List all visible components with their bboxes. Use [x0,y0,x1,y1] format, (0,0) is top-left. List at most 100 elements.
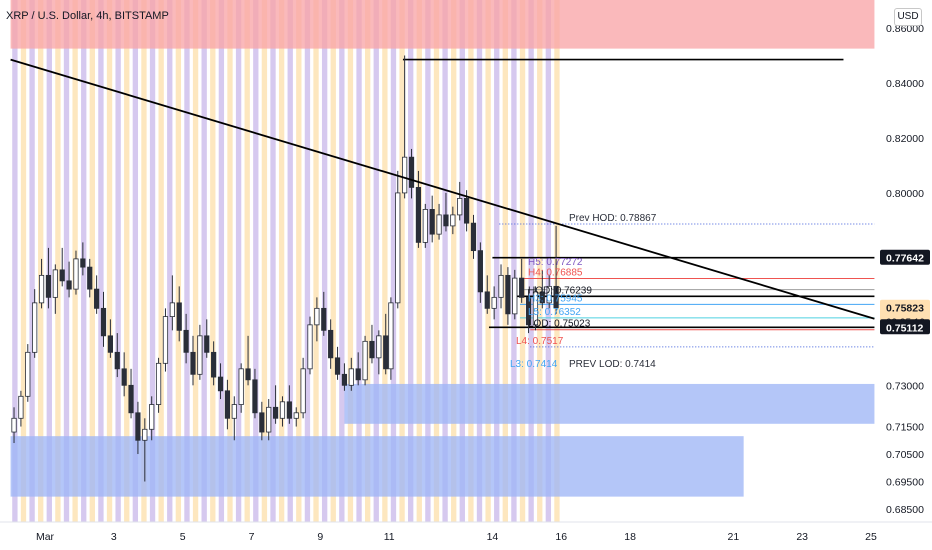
x-tick-label: 11 [384,531,395,543]
session-stripe [287,0,293,522]
candle-body [464,198,470,224]
candle-body [135,412,141,441]
candle-body [519,277,525,298]
session-stripe [106,0,113,522]
candle-body [59,269,65,282]
zone [10,0,875,49]
session-stripe [373,0,379,522]
session-stripe [408,0,414,522]
candle-body [128,384,134,414]
session-stripe [38,0,44,522]
candle-body [341,373,348,386]
level-label: H5: 0.77272 [528,257,583,268]
level-label: H3: 0.75945 [528,293,583,304]
level-label: L5: 0.76352 [528,307,581,318]
x-tick-label: 7 [249,531,255,543]
candle-body [477,250,483,293]
session-stripe [46,0,52,522]
candle-body [87,266,93,290]
candle-body [32,302,38,353]
session-stripe [261,0,268,522]
candle-body [532,291,539,326]
trendline [10,58,875,320]
level-label: HOD: 0.76239 [528,285,592,296]
candle-body [415,187,422,243]
y-tick-label: 0.69500 [886,477,924,489]
level-label: L4: 0.7517 [516,336,564,347]
session-stripe [278,0,285,522]
session-stripe [184,0,190,522]
zone [10,436,744,497]
price-badge [880,249,930,265]
session-stripe [29,0,35,522]
session-stripe [115,0,121,522]
candle-body [443,214,449,227]
y-tick-label: 0.80000 [886,188,924,200]
session-stripe [63,0,70,522]
candle-body [204,335,210,353]
session-stripe [494,0,500,522]
x-tick-label: 16 [555,531,567,543]
candle-body [211,351,217,378]
session-stripe [313,0,319,522]
candle-body [429,209,435,235]
candle-body [395,192,401,304]
x-tick-label: 23 [796,531,808,543]
session-stripe [399,0,405,522]
candle-body [18,395,24,419]
candle-body [505,274,511,315]
candle-body [470,222,477,252]
y-tick-label: 0.70500 [886,449,924,461]
candle-body [259,412,265,433]
session-stripe [459,0,465,522]
level-label: LOD: 0.75023 [528,319,591,330]
candle-body [38,274,45,304]
candle-body [100,307,107,337]
y-tick-label: 0.86000 [886,23,924,35]
session-stripe [502,0,508,522]
candle-body [169,302,175,318]
x-tick-label: 18 [624,531,636,543]
candle-body [362,340,368,381]
session-stripe [304,0,311,522]
y-tick-label: 0.82000 [886,133,924,145]
y-tick-label: 0.73000 [886,380,924,392]
session-stripe [192,0,199,522]
session-stripe [442,0,448,522]
candle-body [457,198,463,216]
session-stripe [158,0,164,522]
candle-body [553,285,559,309]
session-stripe [321,0,328,522]
session-stripe [364,0,371,522]
candle-body [25,351,31,397]
level-label: H4: 0.76885 [528,268,583,279]
session-stripe [132,0,139,522]
x-tick-label: 5 [180,531,186,543]
price-badge-value: 0.77642 [886,253,924,265]
candle-body [314,307,320,326]
candle-body [525,296,532,326]
price-badge-value: 0.75112 [886,322,924,334]
x-tick-label: 21 [727,531,739,543]
session-stripe [296,0,302,522]
candle-body [94,288,100,309]
currency-button[interactable]: USD [894,8,922,26]
candle-body [321,307,327,331]
price-badge-value: 0.75823 [886,303,924,315]
session-stripe [210,0,216,522]
candle-body [224,390,231,419]
candle-body [334,357,341,375]
session-stripe [519,0,526,522]
candle-body [162,316,169,364]
candle-body [484,291,490,309]
session-stripe [55,0,61,522]
session-stripe [98,0,104,522]
session-stripe [235,0,242,522]
candle-body [355,368,361,381]
session-stripe [416,0,422,522]
candle-body [238,368,244,405]
candle-body [190,351,196,375]
candle-body [300,368,306,414]
candle-body [142,428,148,441]
